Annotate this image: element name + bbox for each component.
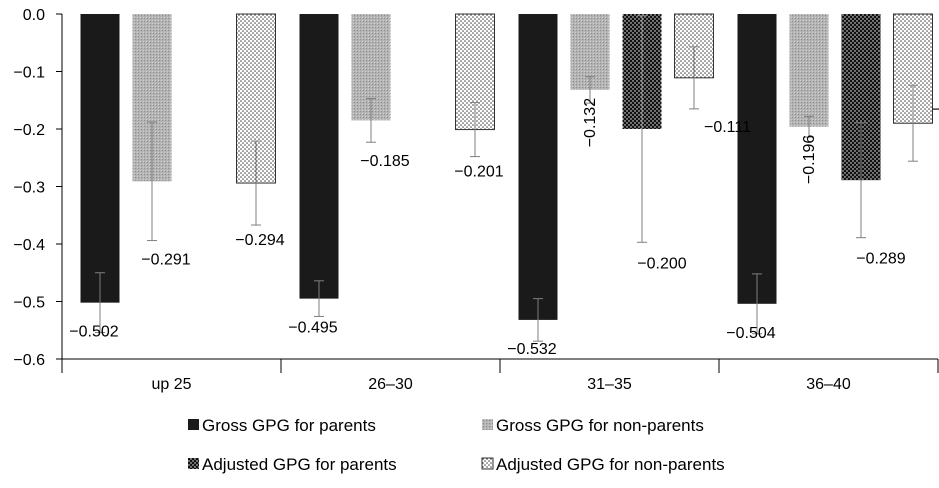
data-label: −0.504 xyxy=(726,325,775,342)
error-bar-group xyxy=(95,15,918,342)
data-label: −0.289 xyxy=(856,251,905,268)
legend-item: Adjusted GPG for non-parents xyxy=(481,455,725,474)
bar xyxy=(518,14,558,320)
bar xyxy=(236,13,276,184)
legend-item: Adjusted GPG for parents xyxy=(188,455,397,474)
data-label: −0.502 xyxy=(69,324,118,341)
legend-swatch xyxy=(481,457,494,470)
legend-label: Gross GPG for parents xyxy=(202,416,376,435)
data-label-group: −0.502 −0.495 −0.532 −0.504 −0.291 −0.185 −0.1… xyxy=(69,98,939,358)
x-tick-label: 31–35 xyxy=(587,376,632,393)
data-label: −0.201 xyxy=(454,164,503,181)
data-label: −0.200 xyxy=(637,255,686,272)
legend-swatch xyxy=(188,419,199,430)
data-label: −0.196 xyxy=(801,135,818,184)
legend-label: Adjusted GPG for parents xyxy=(202,455,397,474)
y-tick-label: 0.0 xyxy=(23,7,45,24)
y-axis-tick-labels: 0.0 −0.1 −0.2 −0.3 −0.4 −0.5 −0.6 xyxy=(13,7,45,369)
data-label: −0.495 xyxy=(288,320,337,337)
x-tick-label: up 25 xyxy=(151,376,191,393)
bar xyxy=(737,14,777,304)
bar xyxy=(80,14,120,303)
x-axis-tick-labels: up 25 26–30 31–35 36–40 xyxy=(151,376,850,393)
y-tick-label: −0.6 xyxy=(13,352,45,369)
data-label: −0.190 xyxy=(932,101,939,118)
y-tick-label: −0.1 xyxy=(13,65,45,82)
legend-item: Gross GPG for parents xyxy=(188,416,376,435)
legend-swatch xyxy=(188,458,199,469)
data-label: −0.132 xyxy=(582,98,599,147)
x-tick-label: 26–30 xyxy=(368,376,413,393)
legend-swatch xyxy=(482,419,493,430)
y-tick-label: −0.2 xyxy=(13,122,45,139)
legend-label: Gross GPG for non-parents xyxy=(496,416,704,435)
legend: Gross GPG for parents Gross GPG for non-p… xyxy=(188,416,725,474)
bar xyxy=(299,14,339,299)
axes xyxy=(56,13,939,373)
data-label: −0.294 xyxy=(235,232,284,249)
bar xyxy=(789,14,829,127)
data-label: −0.291 xyxy=(141,252,190,269)
data-label: −0.185 xyxy=(360,153,409,170)
data-label: −0.532 xyxy=(507,341,556,358)
x-tick-label: 36–40 xyxy=(806,376,851,393)
legend-label: Adjusted GPG for non-parents xyxy=(496,455,725,474)
y-tick-label: −0.3 xyxy=(13,180,45,197)
y-tick-label: −0.4 xyxy=(13,237,45,254)
y-tick-label: −0.5 xyxy=(13,295,45,312)
data-label: −0.111 xyxy=(704,119,751,136)
legend-item: Gross GPG for non-parents xyxy=(482,416,704,435)
